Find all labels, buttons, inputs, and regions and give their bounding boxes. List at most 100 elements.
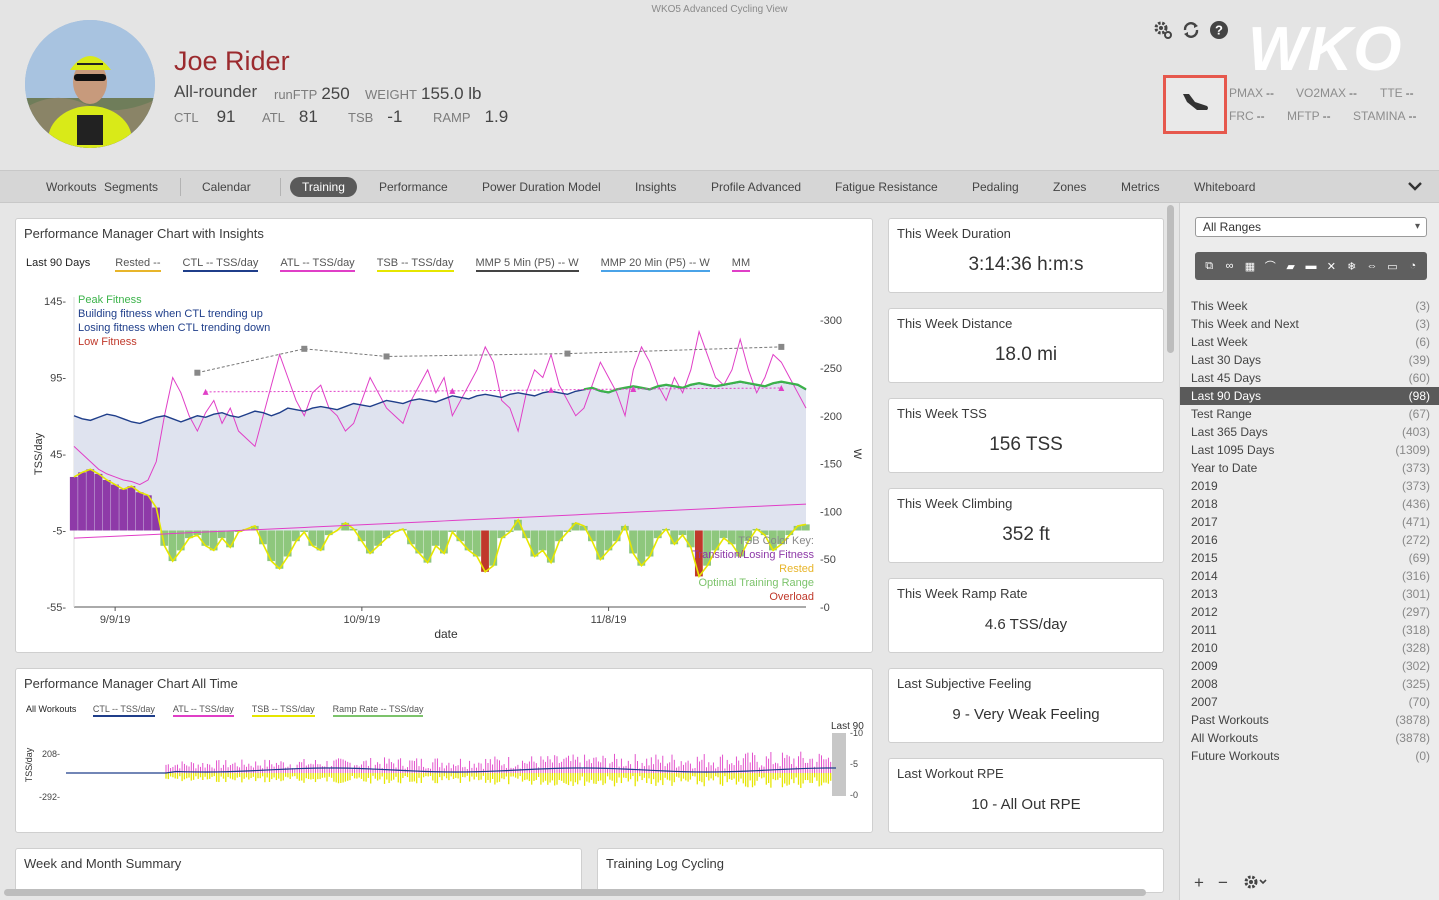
range-item[interactable]: 2007 (70) bbox=[1180, 693, 1439, 711]
ski-icon[interactable]: ✕ bbox=[1326, 260, 1336, 273]
settings-icon[interactable] bbox=[1242, 873, 1268, 896]
legend-item[interactable]: MM bbox=[731, 257, 751, 272]
pmc-chart[interactable]: 145- 95- 45- -5- -55- -300 -250 -200 -150 -100 -50… bbox=[16, 279, 872, 649]
range-item[interactable]: Last 1095 Days (1309) bbox=[1180, 441, 1439, 459]
range-item[interactable]: Future Workouts (0) bbox=[1180, 747, 1439, 765]
tab-calendar[interactable]: Calendar bbox=[202, 180, 251, 194]
vertical-scrollbar[interactable] bbox=[1167, 205, 1174, 353]
card-icon[interactable]: ▭ bbox=[1387, 260, 1398, 273]
range-item[interactable]: This Week and Next (3) bbox=[1180, 315, 1439, 333]
range-item[interactable]: 2014 (316) bbox=[1180, 567, 1439, 585]
copy-icon[interactable]: ⧉ bbox=[1205, 259, 1214, 272]
tsb-bar bbox=[209, 530, 218, 551]
range-label: 2010 bbox=[1191, 641, 1218, 655]
range-item[interactable]: 2018 (436) bbox=[1180, 495, 1439, 513]
tab-zones[interactable]: Zones bbox=[1053, 180, 1087, 194]
chevron-down-icon[interactable] bbox=[1407, 179, 1423, 197]
link-icon[interactable]: ∞ bbox=[1225, 260, 1234, 272]
range-item[interactable]: Last 30 Days (39) bbox=[1180, 351, 1439, 369]
legend-item[interactable]: Rested -- bbox=[115, 257, 161, 272]
range-item[interactable]: 2017 (471) bbox=[1180, 513, 1439, 531]
range-item[interactable]: 2009 (302) bbox=[1180, 657, 1439, 675]
tsb-bar bbox=[555, 530, 563, 542]
bike-shoe-icon[interactable]: ▬ bbox=[1305, 260, 1317, 272]
tsb-bar bbox=[423, 530, 432, 563]
range-item[interactable]: 2013 (301) bbox=[1180, 585, 1439, 603]
range-item[interactable]: 2008 (325) bbox=[1180, 675, 1439, 693]
legend-item[interactable]: Ramp Rate -- TSS/day bbox=[332, 704, 424, 717]
add-button[interactable]: + bbox=[1194, 873, 1204, 892]
tsb-bar bbox=[538, 530, 547, 551]
range-item[interactable]: 2011 (318) bbox=[1180, 621, 1439, 639]
range-filter-select[interactable]: All Ranges ▾ bbox=[1195, 217, 1427, 237]
range-count: (3878) bbox=[1395, 713, 1430, 727]
stat-runftp: runFTP 250 bbox=[274, 84, 350, 103]
range-count: (302) bbox=[1401, 659, 1430, 673]
range-item[interactable]: Last 365 Days (403) bbox=[1180, 423, 1439, 441]
horizontal-scrollbar[interactable] bbox=[4, 889, 1146, 896]
tab-fatigue-resistance[interactable]: Fatigue Resistance bbox=[835, 180, 938, 194]
run-icon[interactable]: ⌒ bbox=[1264, 261, 1276, 273]
range-item[interactable]: 2019 (373) bbox=[1180, 477, 1439, 495]
tsb-bar bbox=[670, 530, 679, 545]
range-item[interactable]: All Workouts (3878) bbox=[1180, 729, 1439, 747]
tab-performance[interactable]: Performance bbox=[379, 180, 448, 194]
tsb-bar bbox=[481, 530, 489, 572]
range-item[interactable]: Past Workouts (3878) bbox=[1180, 711, 1439, 729]
tab-workouts[interactable]: Workouts bbox=[46, 180, 97, 194]
legend-item[interactable]: ATL -- TSS/day bbox=[172, 704, 234, 717]
tsb-bar bbox=[382, 530, 391, 539]
tab-whiteboard[interactable]: Whiteboard bbox=[1194, 180, 1256, 194]
range-item[interactable]: 2015 (69) bbox=[1180, 549, 1439, 567]
legend-item[interactable]: MMP 5 Min (P5) -- W bbox=[475, 257, 579, 272]
legend-item[interactable]: CTL -- TSS/day bbox=[182, 257, 259, 272]
tab-power-duration-model[interactable]: Power Duration Model bbox=[482, 180, 601, 194]
legend-item[interactable]: TSB -- TSS/day bbox=[251, 704, 315, 717]
y-tick-label: 45- bbox=[50, 449, 66, 461]
tab-segments[interactable]: Segments bbox=[104, 180, 159, 194]
tsb-bar bbox=[415, 530, 424, 554]
snowflake-icon[interactable]: ❄ bbox=[1347, 260, 1357, 273]
range-item[interactable]: 2016 (272) bbox=[1180, 531, 1439, 549]
ctl-area bbox=[74, 382, 806, 531]
main-nav: Workouts Segments Calendar Training Perf… bbox=[0, 170, 1439, 203]
tab-insights[interactable]: Insights bbox=[635, 180, 677, 194]
legend-item[interactable]: ATL -- TSS/day bbox=[280, 257, 355, 272]
range-item[interactable]: Last 90 Days (98) bbox=[1180, 387, 1439, 405]
range-item[interactable]: This Week (3) bbox=[1180, 297, 1439, 315]
last-90-highlight bbox=[832, 733, 846, 796]
legend-item[interactable]: TSB -- TSS/day bbox=[376, 257, 454, 272]
remove-button[interactable]: − bbox=[1217, 873, 1228, 892]
y-tick-label: 145- bbox=[44, 296, 66, 308]
shoe-icon[interactable]: ▰ bbox=[1286, 260, 1295, 273]
gear-icon[interactable] bbox=[1153, 20, 1173, 40]
range-item[interactable]: Year to Date (373) bbox=[1180, 459, 1439, 477]
range-item[interactable]: Last 45 Days (60) bbox=[1180, 369, 1439, 387]
tab-metrics[interactable]: Metrics bbox=[1121, 180, 1160, 194]
help-icon[interactable]: ? bbox=[1209, 20, 1229, 40]
y-tick-label: -292- bbox=[39, 792, 60, 802]
tab-pedaling[interactable]: Pedaling bbox=[972, 180, 1019, 194]
kpi-title: This Week Distance bbox=[897, 316, 1013, 331]
range-item[interactable]: Test Range (67) bbox=[1180, 405, 1439, 423]
tab-profile-advanced[interactable]: Profile Advanced bbox=[711, 180, 802, 194]
range-label: Last 30 Days bbox=[1191, 353, 1262, 367]
grid-icon[interactable]: ▦ bbox=[1244, 260, 1256, 273]
pmc-all-time-chart[interactable]: 208- -292- TSS/day -10 -5 -0 Last 90 bbox=[16, 721, 872, 831]
y2-axis-title: W bbox=[851, 449, 863, 460]
legend-item[interactable]: CTL -- TSS/day bbox=[92, 704, 155, 717]
tab-training[interactable]: Training bbox=[290, 177, 357, 197]
mmp-lower-line bbox=[73, 503, 807, 539]
refresh-icon[interactable] bbox=[1181, 20, 1201, 40]
range-item[interactable]: 2012 (297) bbox=[1180, 603, 1439, 621]
tsb-bar bbox=[267, 530, 276, 562]
legend-item[interactable]: MMP 20 Min (P5) -- W bbox=[600, 257, 710, 272]
range-item[interactable]: 2010 (328) bbox=[1180, 639, 1439, 657]
tsb-bar bbox=[168, 530, 177, 562]
y2-tick-label: -300 bbox=[820, 315, 842, 327]
range-item[interactable]: Last Week (6) bbox=[1180, 333, 1439, 351]
timer-icon[interactable]: ◔ bbox=[1409, 260, 1417, 272]
arrows-icon[interactable]: ⇔ bbox=[1366, 260, 1378, 272]
sport-shoe-button[interactable] bbox=[1163, 75, 1227, 134]
athlete-avatar[interactable] bbox=[25, 20, 155, 148]
